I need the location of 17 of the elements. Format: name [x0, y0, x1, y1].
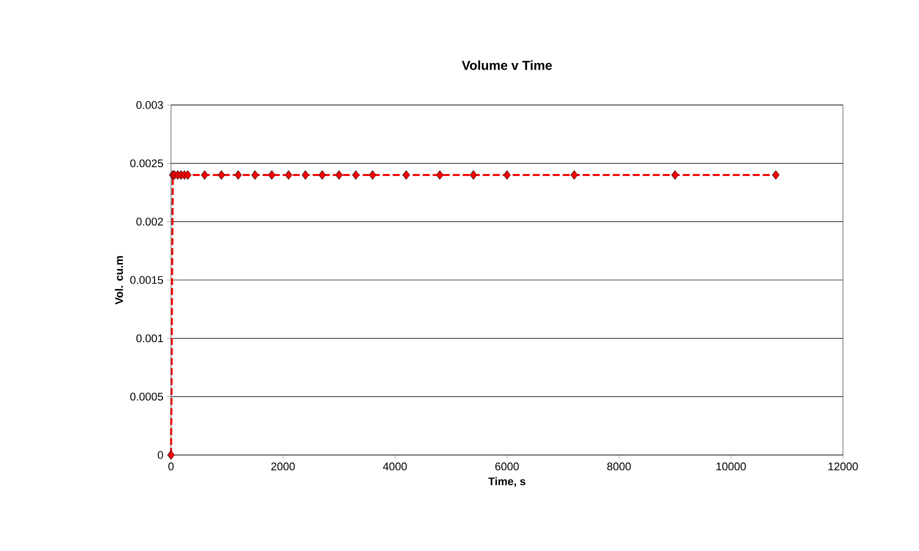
- y-tick-label: 0.001: [136, 334, 163, 342]
- y-tick-label: 0.0015: [130, 276, 163, 284]
- x-tick-label: 6000: [495, 462, 519, 470]
- chart-title: Volume v Time: [462, 60, 552, 70]
- y-tick-label: 0: [158, 451, 164, 459]
- y-tick-label: 0.002: [136, 218, 163, 226]
- y-axis-title: Vol. cu.m: [114, 256, 123, 304]
- x-tick-label: 12000: [828, 462, 858, 470]
- x-tick-label: 0: [168, 462, 174, 470]
- x-tick-label: 4000: [383, 462, 407, 470]
- x-axis-title: Time, s: [488, 477, 526, 487]
- y-tick-label: 0.0005: [130, 392, 163, 401]
- x-tick-label: 8000: [607, 462, 631, 470]
- x-tick-label: 10000: [716, 462, 746, 470]
- y-tick-label: 0.0025: [130, 159, 163, 168]
- x-tick-label: 2000: [271, 462, 295, 470]
- y-tick-label: 0.003: [136, 101, 163, 109]
